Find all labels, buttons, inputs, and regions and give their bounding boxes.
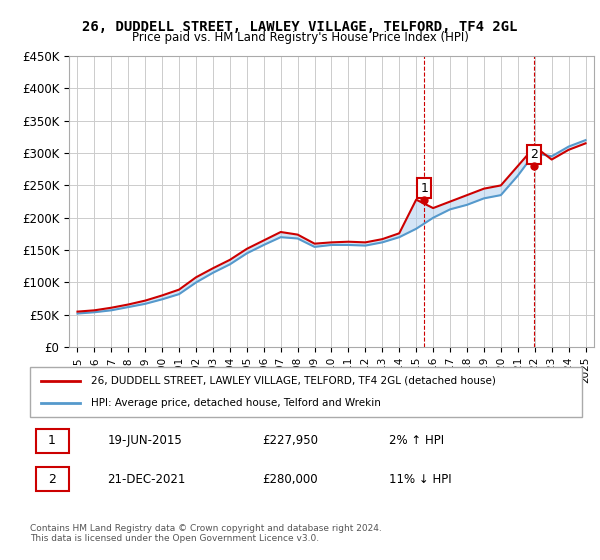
Text: 19-JUN-2015: 19-JUN-2015 (107, 435, 182, 447)
Text: 1: 1 (420, 181, 428, 194)
Text: HPI: Average price, detached house, Telford and Wrekin: HPI: Average price, detached house, Telf… (91, 398, 380, 408)
Text: £227,950: £227,950 (262, 435, 318, 447)
Text: 11% ↓ HPI: 11% ↓ HPI (389, 473, 451, 486)
Text: 1: 1 (48, 435, 56, 447)
Text: 2: 2 (48, 473, 56, 486)
Text: 2% ↑ HPI: 2% ↑ HPI (389, 435, 444, 447)
Text: Price paid vs. HM Land Registry's House Price Index (HPI): Price paid vs. HM Land Registry's House … (131, 31, 469, 44)
Text: Contains HM Land Registry data © Crown copyright and database right 2024.
This d: Contains HM Land Registry data © Crown c… (30, 524, 382, 543)
FancyBboxPatch shape (30, 367, 582, 417)
Text: 2: 2 (530, 148, 538, 161)
Text: £280,000: £280,000 (262, 473, 317, 486)
FancyBboxPatch shape (35, 428, 68, 454)
Text: 26, DUDDELL STREET, LAWLEY VILLAGE, TELFORD, TF4 2GL (detached house): 26, DUDDELL STREET, LAWLEY VILLAGE, TELF… (91, 376, 496, 386)
Text: 21-DEC-2021: 21-DEC-2021 (107, 473, 185, 486)
Text: 26, DUDDELL STREET, LAWLEY VILLAGE, TELFORD, TF4 2GL: 26, DUDDELL STREET, LAWLEY VILLAGE, TELF… (82, 20, 518, 34)
FancyBboxPatch shape (35, 466, 68, 492)
